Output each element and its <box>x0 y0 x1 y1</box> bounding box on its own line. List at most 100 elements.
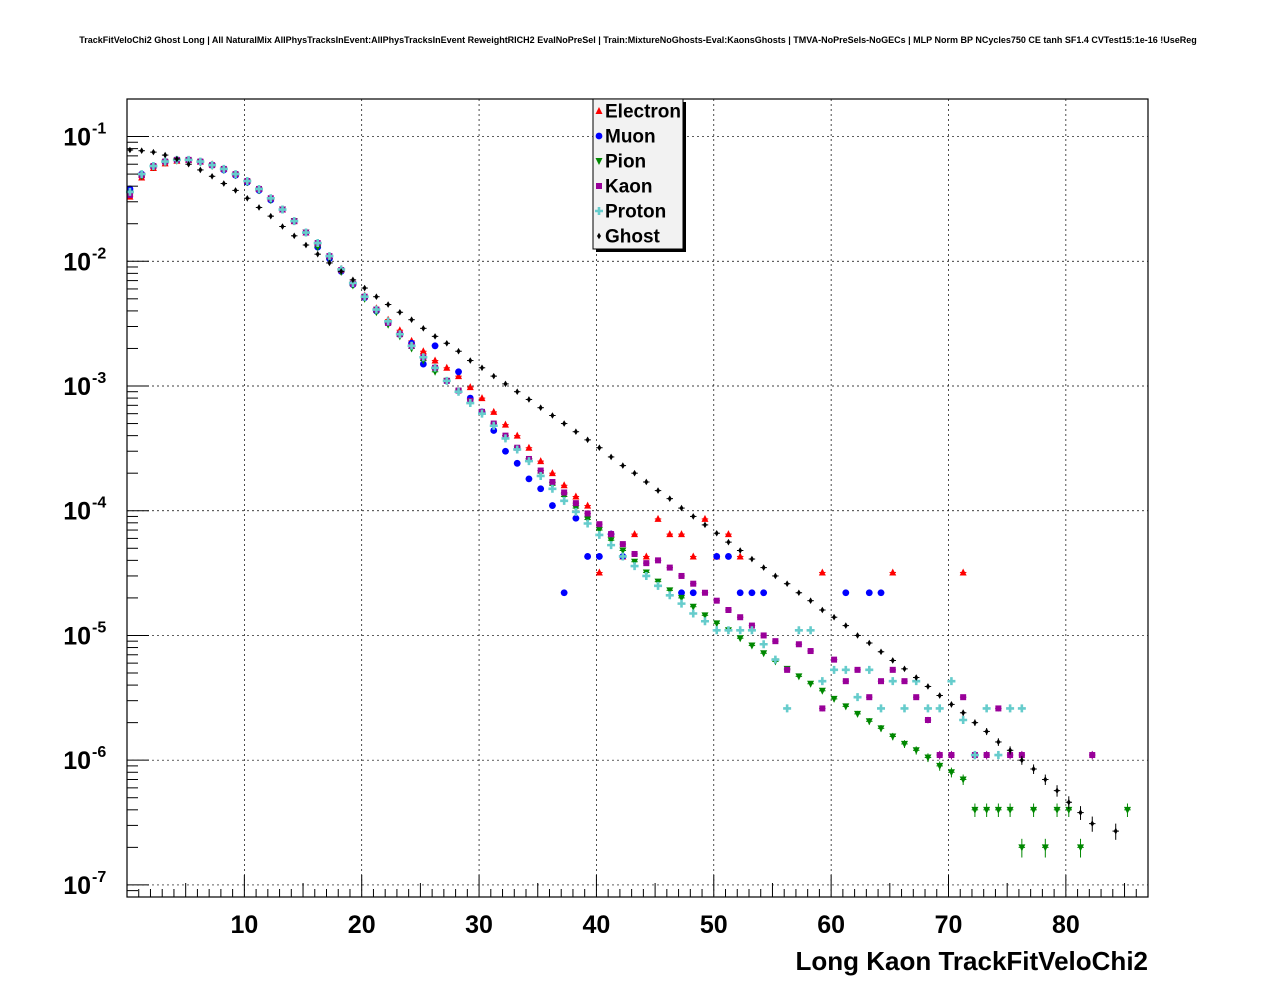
data-point <box>666 564 673 571</box>
y-tick-label: 10 <box>63 124 91 152</box>
data-point <box>935 704 944 713</box>
data-point <box>1090 820 1095 827</box>
data-point <box>455 368 462 376</box>
data-point <box>268 212 273 220</box>
grid-lines <box>127 99 1148 897</box>
data-point <box>689 609 698 618</box>
data-point <box>549 478 556 485</box>
data-point <box>642 571 651 580</box>
data-point <box>689 603 697 611</box>
data-point <box>431 342 439 350</box>
data-point <box>996 738 1001 746</box>
data-point <box>748 642 756 650</box>
data-point <box>1077 844 1085 852</box>
data-point <box>691 513 696 520</box>
data-point <box>831 656 838 663</box>
data-point <box>843 622 848 629</box>
data-point <box>749 555 754 563</box>
axes: 10 20 30 40 50 60 70 8010-710-610-510-410-310-2… <box>63 98 1137 939</box>
data-point <box>243 177 252 186</box>
data-point <box>560 496 569 505</box>
data-point <box>384 317 393 326</box>
data-point <box>654 581 663 590</box>
x-tick-label: 50 <box>700 911 728 939</box>
data-point <box>419 353 428 362</box>
data-point <box>1018 752 1025 759</box>
data-point <box>290 217 299 226</box>
data-point <box>748 622 755 629</box>
data-point <box>724 530 732 538</box>
y-tick-label: 10 <box>63 747 91 775</box>
data-point <box>713 597 720 604</box>
data-point <box>984 728 989 735</box>
data-point <box>830 695 838 703</box>
data-point <box>1065 806 1073 814</box>
data-point <box>419 347 427 355</box>
data-point <box>1018 844 1026 852</box>
data-point <box>866 694 873 701</box>
y-tick-label: 10 <box>63 498 91 526</box>
legend-marker <box>597 232 601 240</box>
data-point <box>538 404 543 411</box>
data-point <box>597 444 602 452</box>
data-point <box>139 147 144 155</box>
data-point <box>572 514 580 522</box>
data-point <box>959 715 968 724</box>
data-point <box>1066 798 1071 806</box>
data-point <box>525 475 533 483</box>
data-point <box>1019 756 1024 764</box>
data-point <box>501 434 510 443</box>
data-point <box>278 205 287 214</box>
data-point <box>794 626 803 635</box>
data-point <box>537 467 544 474</box>
data-point <box>748 589 756 597</box>
data-point <box>913 694 920 701</box>
data-point <box>184 155 193 164</box>
data-point <box>524 457 533 466</box>
data-point <box>313 239 322 248</box>
data-point <box>560 589 568 597</box>
data-point <box>513 431 521 439</box>
data-point <box>760 632 767 639</box>
data-point <box>386 301 391 308</box>
data-point <box>374 293 379 300</box>
legend-marker <box>596 183 602 189</box>
data-point <box>679 504 684 512</box>
data-point <box>923 704 932 713</box>
data-point <box>654 514 662 522</box>
data-point <box>584 553 592 560</box>
legend-label: Ghost <box>605 227 661 248</box>
data-point <box>455 372 463 380</box>
data-point <box>301 228 310 237</box>
series-muon <box>126 156 885 597</box>
data-point <box>221 180 226 187</box>
data-point <box>771 655 780 664</box>
data-point <box>655 557 662 564</box>
data-point <box>983 752 990 759</box>
data-point <box>947 769 955 777</box>
data-point <box>491 372 496 380</box>
data-point <box>994 751 1003 760</box>
y-tick-exponent: -7 <box>92 869 106 886</box>
data-point <box>784 666 791 673</box>
data-point <box>936 752 943 759</box>
data-point <box>421 325 426 332</box>
data-point <box>736 552 744 560</box>
data-point <box>619 547 627 555</box>
data-point <box>607 537 615 545</box>
data-point <box>444 339 449 347</box>
data-point <box>561 489 568 496</box>
series-pion <box>126 157 1131 858</box>
data-point <box>595 553 603 560</box>
data-point <box>292 232 297 240</box>
data-point <box>702 521 707 529</box>
data-point <box>572 492 580 500</box>
data-point <box>854 710 862 718</box>
data-point <box>325 252 334 261</box>
data-point <box>936 762 944 770</box>
data-point <box>842 678 849 685</box>
data-point <box>678 572 685 579</box>
data-point <box>585 436 590 444</box>
data-point <box>609 453 614 461</box>
data-point <box>666 530 674 538</box>
